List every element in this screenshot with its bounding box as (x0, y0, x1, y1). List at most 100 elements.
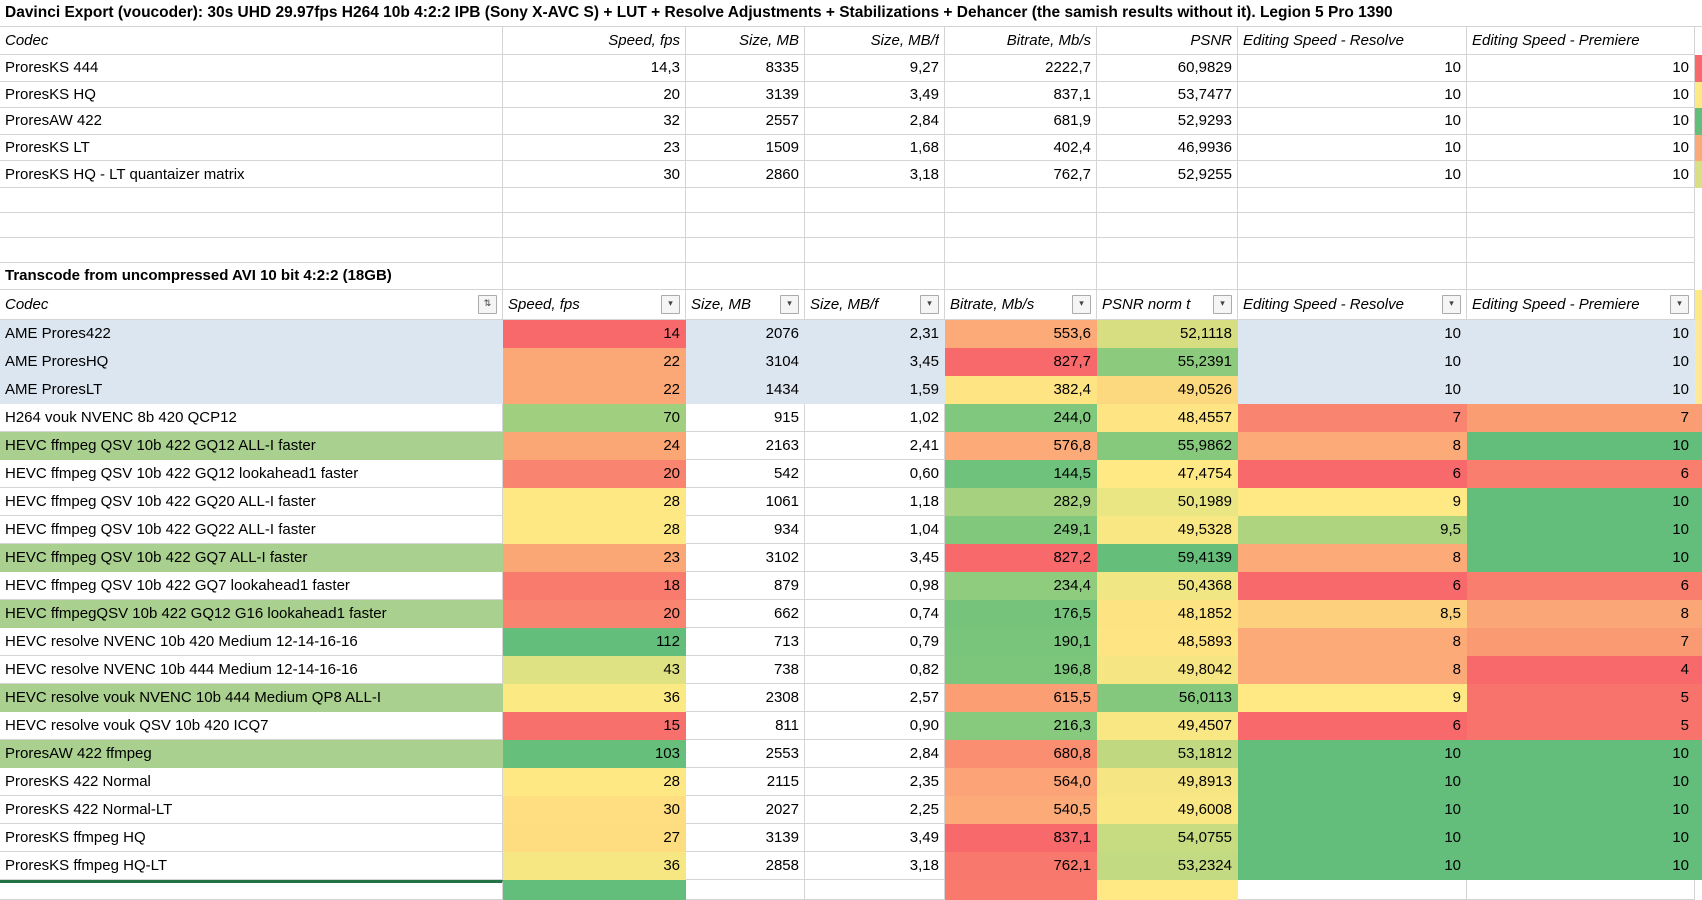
codec-cell[interactable]: ProresKS HQ (0, 81, 503, 109)
value-cell[interactable]: 837,1 (945, 823, 1097, 852)
value-cell[interactable]: 43 (503, 655, 686, 684)
value-cell[interactable]: 49,6008 (1097, 795, 1238, 824)
value-cell[interactable]: 52,1118 (1097, 319, 1238, 348)
value-cell[interactable]: 576,8 (945, 431, 1097, 460)
value-cell[interactable]: 6 (1467, 459, 1695, 488)
value-cell[interactable]: 22 (503, 347, 686, 376)
value-cell[interactable]: 2,25 (805, 795, 945, 824)
value-cell[interactable]: 52,9255 (1097, 161, 1238, 188)
value-cell[interactable]: 46,9936 (1097, 134, 1238, 162)
value-cell[interactable]: 2858 (686, 851, 805, 880)
filter-button[interactable]: ▾ (780, 294, 799, 314)
value-cell[interactable]: 382,4 (945, 375, 1097, 404)
value-cell[interactable]: 540,5 (945, 795, 1097, 824)
value-cell[interactable]: 30 (503, 161, 686, 188)
codec-cell[interactable]: ProresAW 422 (0, 108, 503, 135)
value-cell[interactable]: 28 (503, 767, 686, 796)
value-cell[interactable]: 3,49 (805, 81, 945, 109)
value-cell[interactable]: 15 (503, 711, 686, 740)
value-cell[interactable]: 713 (686, 627, 805, 656)
value-cell[interactable]: 10 (1238, 55, 1467, 82)
value-cell[interactable]: 10 (1238, 108, 1467, 135)
value-cell[interactable]: 10 (1467, 739, 1695, 768)
value-cell[interactable]: 7 (1467, 403, 1695, 432)
codec-cell[interactable]: ProresKS 422 Normal (0, 767, 503, 796)
value-cell[interactable]: 23 (503, 134, 686, 162)
value-cell[interactable]: 47,4754 (1097, 459, 1238, 488)
value-cell[interactable]: 10 (1238, 739, 1467, 768)
value-cell[interactable]: 10 (1238, 81, 1467, 109)
value-cell[interactable]: 10 (1238, 767, 1467, 796)
column-header[interactable]: Size, MB/f ▾ (805, 289, 945, 320)
filter-button[interactable]: ▾ (1442, 294, 1461, 314)
value-cell[interactable]: 10 (1467, 375, 1695, 404)
column-header[interactable]: PSNR norm t ▾ (1097, 289, 1238, 320)
value-cell[interactable]: 234,4 (945, 571, 1097, 600)
value-cell[interactable]: 879 (686, 571, 805, 600)
value-cell[interactable]: 1,18 (805, 487, 945, 516)
empty-cell[interactable] (1238, 212, 1467, 238)
filter-button[interactable]: ▾ (661, 294, 680, 314)
value-cell[interactable]: 49,4507 (1097, 711, 1238, 740)
value-cell[interactable]: 402,4 (945, 134, 1097, 162)
value-cell[interactable]: 1434 (686, 375, 805, 404)
value-cell[interactable]: 282,9 (945, 487, 1097, 516)
column-header[interactable]: Codec ⇅ (0, 289, 503, 320)
value-cell[interactable]: 28 (503, 487, 686, 516)
empty-cell[interactable] (1097, 262, 1238, 290)
value-cell[interactable]: 3,45 (805, 347, 945, 376)
value-cell[interactable]: 56,0113 (1097, 683, 1238, 712)
value-cell[interactable]: 811 (686, 711, 805, 740)
empty-cell[interactable] (503, 187, 686, 213)
value-cell[interactable]: 10 (1238, 134, 1467, 162)
empty-cell[interactable] (1467, 237, 1695, 263)
value-cell[interactable]: 7 (1238, 403, 1467, 432)
value-cell[interactable]: 2,35 (805, 767, 945, 796)
value-cell[interactable]: 2553 (686, 739, 805, 768)
empty-cell[interactable] (945, 212, 1097, 238)
value-cell[interactable]: 0,74 (805, 599, 945, 628)
empty-cell[interactable] (805, 262, 945, 290)
value-cell[interactable]: 8 (1238, 431, 1467, 460)
empty-cell[interactable] (686, 212, 805, 238)
value-cell[interactable]: 10 (1467, 487, 1695, 516)
empty-cell[interactable] (1467, 262, 1695, 290)
value-cell[interactable]: 10 (1467, 851, 1695, 880)
filter-button[interactable]: ▾ (1213, 294, 1232, 314)
empty-cell[interactable] (686, 262, 805, 290)
value-cell[interactable]: 27 (503, 823, 686, 852)
value-cell[interactable]: 542 (686, 459, 805, 488)
value-cell[interactable]: 5 (1467, 711, 1695, 740)
value-cell[interactable]: 53,2324 (1097, 851, 1238, 880)
value-cell[interactable]: 680,8 (945, 739, 1097, 768)
value-cell[interactable]: 18 (503, 571, 686, 600)
value-cell[interactable]: 10 (1238, 823, 1467, 852)
value-cell[interactable]: 14,3 (503, 55, 686, 82)
value-cell[interactable]: 2308 (686, 683, 805, 712)
value-cell[interactable]: 48,1852 (1097, 599, 1238, 628)
empty-cell[interactable] (805, 212, 945, 238)
codec-cell[interactable]: ProresKS LT (0, 134, 503, 162)
empty-cell[interactable] (1097, 187, 1238, 213)
value-cell[interactable]: 2557 (686, 108, 805, 135)
value-cell[interactable]: 934 (686, 515, 805, 544)
column-header[interactable]: Size, MB ▾ (686, 289, 805, 320)
value-cell[interactable]: 4 (1467, 655, 1695, 684)
value-cell[interactable]: 0,79 (805, 627, 945, 656)
value-cell[interactable]: 59,4139 (1097, 543, 1238, 572)
value-cell[interactable]: 49,5328 (1097, 515, 1238, 544)
value-cell[interactable]: 0,90 (805, 711, 945, 740)
filter-button[interactable]: ▾ (1072, 294, 1091, 314)
codec-cell[interactable]: HEVC resolve vouk QSV 10b 420 ICQ7 (0, 711, 503, 740)
value-cell[interactable]: 3139 (686, 81, 805, 109)
value-cell[interactable]: 28 (503, 515, 686, 544)
value-cell[interactable]: 1,02 (805, 403, 945, 432)
column-header[interactable]: Speed, fps (503, 27, 686, 55)
sort-filter-button[interactable]: ⇅ (478, 294, 497, 314)
value-cell[interactable]: 10 (1467, 161, 1695, 188)
value-cell[interactable]: 10 (1238, 375, 1467, 404)
codec-cell[interactable]: ProresKS ffmpeg HQ (0, 823, 503, 852)
value-cell[interactable]: 48,5893 (1097, 627, 1238, 656)
value-cell[interactable]: 2,84 (805, 108, 945, 135)
empty-cell[interactable] (1467, 187, 1695, 213)
